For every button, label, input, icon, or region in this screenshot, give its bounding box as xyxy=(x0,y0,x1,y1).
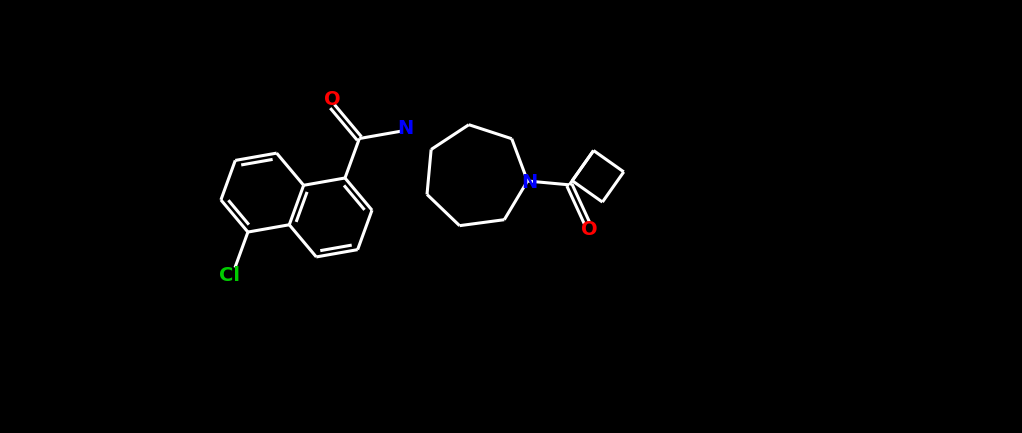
Text: N: N xyxy=(398,119,414,138)
Text: O: O xyxy=(324,90,340,109)
Text: O: O xyxy=(580,220,597,239)
Text: N: N xyxy=(521,174,538,193)
Text: Cl: Cl xyxy=(220,266,240,285)
